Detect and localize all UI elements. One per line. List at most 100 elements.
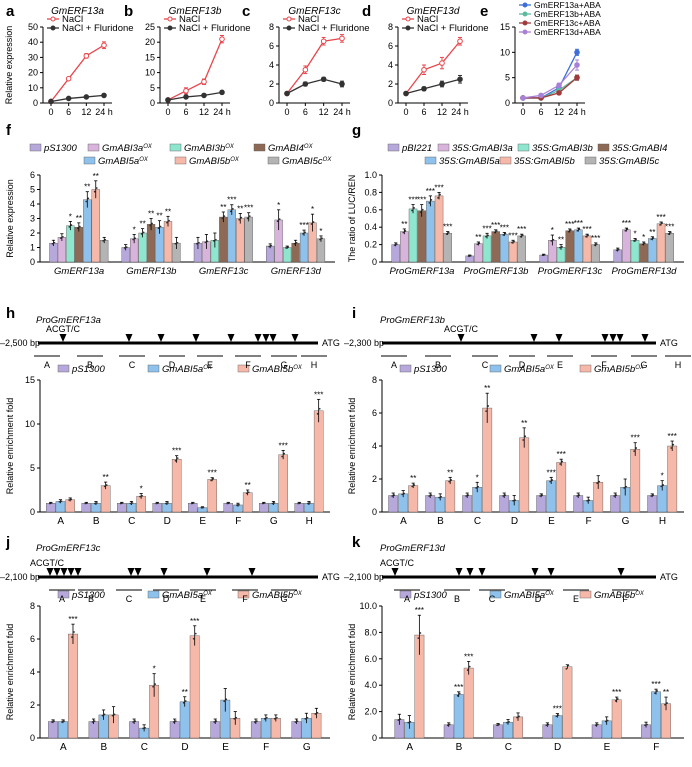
- y-tick-label: 8: [269, 22, 274, 32]
- data-dot: [293, 242, 296, 245]
- y-tick-label: 0.2: [364, 240, 377, 250]
- data-dot: [174, 242, 177, 245]
- data-dot: [281, 455, 284, 458]
- data-dot: [73, 631, 75, 633]
- data-dot: [652, 237, 655, 239]
- region-label: E: [573, 594, 579, 604]
- x-tick-label: B: [101, 742, 108, 753]
- data-dot: [508, 720, 510, 723]
- data-dot: [314, 713, 317, 715]
- x-tick-label: D: [554, 742, 561, 753]
- x-tick-label: 12: [81, 107, 91, 117]
- data-dot: [296, 720, 299, 723]
- data-dot: [458, 692, 461, 695]
- bar: [207, 479, 217, 513]
- data-dot: [215, 720, 218, 723]
- data-dot: [94, 502, 96, 505]
- bar: [57, 237, 67, 263]
- motif-arrow-icon: [466, 568, 474, 576]
- data-dot: [430, 198, 433, 201]
- bar: [482, 235, 492, 263]
- legend-text: pS1300: [71, 364, 105, 375]
- data-point: [284, 90, 290, 97]
- motif-arrow-icon: [457, 334, 465, 342]
- data-dot: [103, 713, 106, 716]
- bar: [152, 503, 162, 513]
- data-dot: [233, 717, 236, 720]
- data-dot: [294, 721, 297, 723]
- data-dot: [166, 221, 168, 224]
- significance-mark: ***: [464, 652, 473, 661]
- data-dot: [539, 495, 542, 497]
- data-dot: [273, 502, 276, 504]
- data-dot: [157, 502, 160, 504]
- legend-superscript: OX: [143, 144, 153, 150]
- legend-label: pS1300: [43, 143, 77, 154]
- legend-swatch: [517, 143, 530, 152]
- data-dot: [275, 716, 278, 719]
- bar: [163, 221, 173, 263]
- promoter-title: ProGmERF13b: [380, 315, 445, 326]
- data-dot: [102, 240, 105, 242]
- legend-superscript: OX: [545, 591, 555, 597]
- bar: [171, 459, 182, 513]
- data-dot: [646, 723, 648, 726]
- y-tick-label: 2: [30, 700, 35, 710]
- data-point: [219, 36, 225, 42]
- bar: [408, 208, 418, 263]
- bar: [582, 235, 592, 263]
- x-tick-label: 24 h: [451, 107, 469, 117]
- data-dot: [438, 496, 441, 499]
- motif-arrow-icon: [203, 568, 211, 576]
- x-tick-label: ProGmERF13b: [464, 266, 529, 277]
- data-dot: [417, 637, 420, 640]
- x-tick-label: 0: [284, 107, 289, 117]
- bar: [667, 445, 678, 513]
- data-dot: [111, 714, 114, 717]
- bar: [565, 230, 574, 263]
- data-point: [201, 92, 207, 99]
- data-dot: [478, 242, 481, 245]
- data-dot: [309, 502, 311, 504]
- data-dot: [498, 723, 500, 726]
- data-dot: [559, 246, 561, 249]
- data-dot: [86, 502, 89, 504]
- region-label: F: [622, 594, 628, 604]
- data-dot: [643, 242, 646, 245]
- legend-label: NaCl + Fluridone: [62, 23, 134, 34]
- legend-swatch: [267, 156, 280, 165]
- legend-text: GmABI5b: [594, 590, 635, 601]
- legend-swatch: [399, 590, 412, 599]
- data-dot: [439, 193, 441, 196]
- legend-superscript: OX: [139, 157, 149, 163]
- data-dot: [104, 238, 107, 241]
- data-point: [439, 60, 445, 66]
- data-dot: [238, 218, 241, 221]
- x-tick-label: 0: [165, 107, 170, 117]
- data-dot: [650, 495, 653, 497]
- data-dot: [561, 460, 564, 463]
- y-tick-label: 40: [28, 37, 38, 47]
- data-dot: [78, 225, 81, 228]
- y-tick-label: 0: [30, 733, 35, 743]
- bar: [656, 223, 666, 263]
- data-dot: [496, 724, 498, 727]
- legend-label: GmABI3bOX: [184, 143, 235, 154]
- data-dot: [91, 721, 94, 723]
- y-tick-label: 5: [30, 463, 35, 473]
- y-tick-label: 2.0: [364, 707, 377, 717]
- significance-mark: *: [133, 225, 136, 234]
- panel-letter-c: c: [242, 3, 250, 20]
- data-dot: [448, 480, 451, 483]
- significance-mark: ***: [557, 450, 566, 459]
- y-tick-label: 25: [145, 22, 155, 32]
- data-dot: [437, 196, 439, 199]
- data-dot: [318, 407, 321, 410]
- data-dot: [440, 495, 443, 498]
- significance-mark: **: [93, 172, 99, 181]
- data-point: [302, 66, 309, 73]
- data-dot: [196, 242, 198, 245]
- data-dot: [50, 502, 53, 504]
- data-dot: [404, 230, 407, 232]
- y-tick-label: 0: [505, 98, 510, 108]
